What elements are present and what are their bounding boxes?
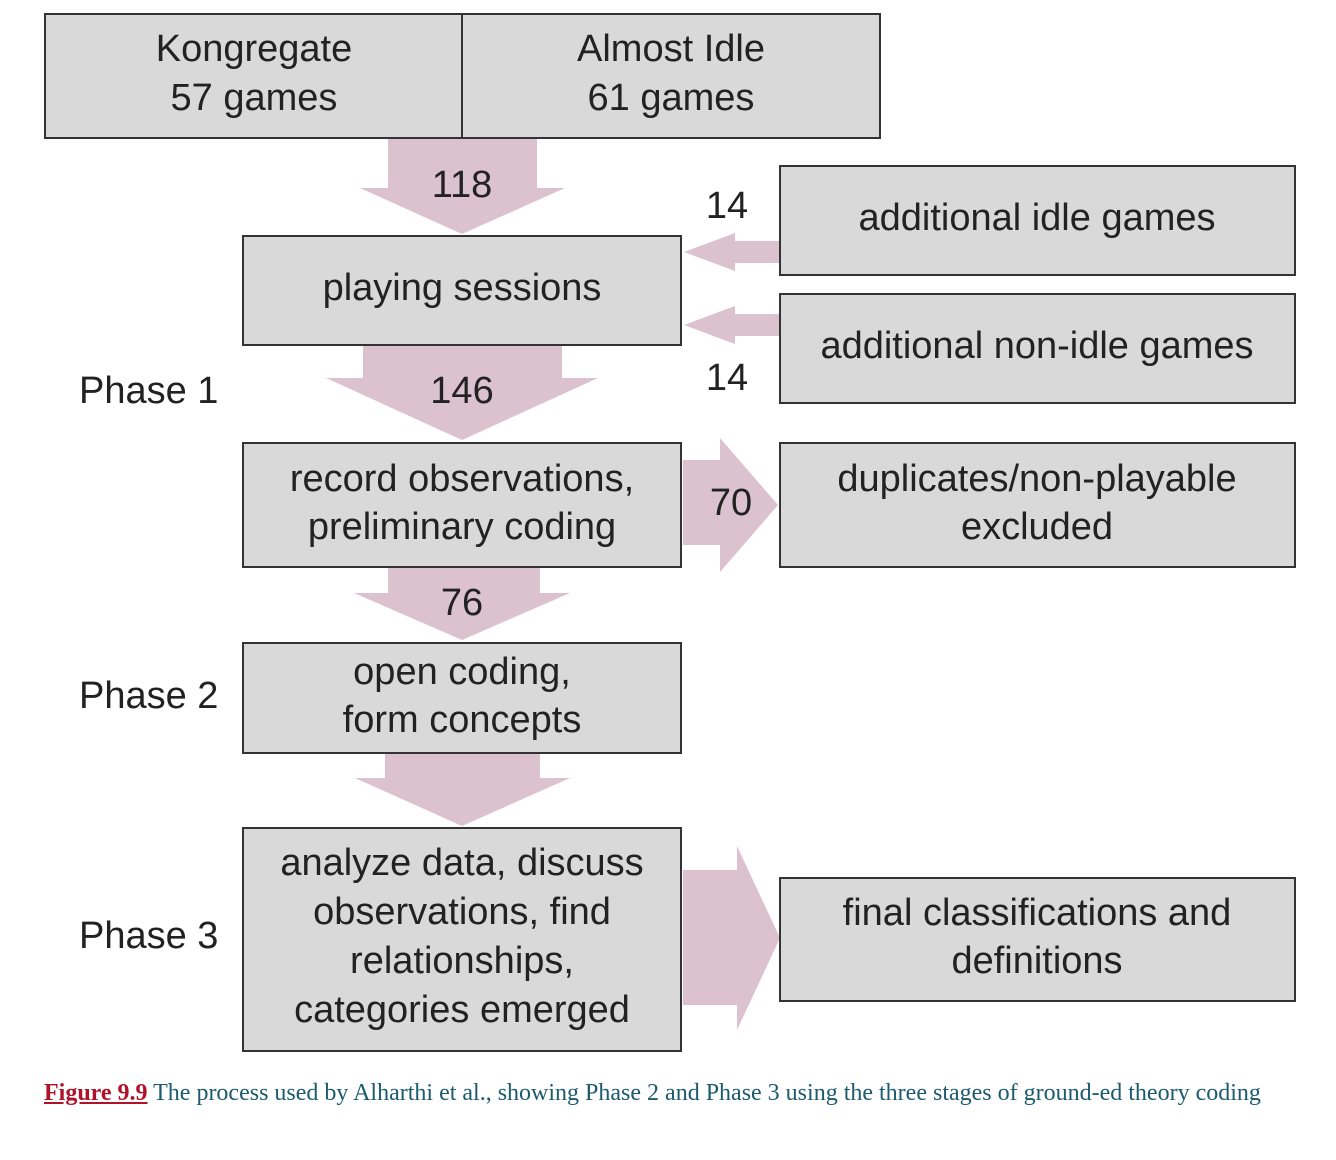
arrow xyxy=(684,233,780,271)
arrow xyxy=(355,753,570,826)
node-label: relationships, xyxy=(350,940,574,982)
flow-label: 14 xyxy=(706,185,748,227)
caption-text: The process used by Alharthi et al., sho… xyxy=(153,1080,1261,1106)
flow-label: 70 xyxy=(710,482,752,524)
figure-label[interactable]: Figure 9.9 xyxy=(44,1080,148,1106)
arrow xyxy=(360,138,565,234)
arrow xyxy=(683,438,778,572)
diagram: Kongregate 57 games Almost Idle 61 games… xyxy=(44,13,1296,1052)
arrow xyxy=(684,306,780,344)
source-count: 61 games xyxy=(588,77,755,119)
node-label: record observations, xyxy=(290,458,634,500)
arrow xyxy=(683,846,780,1030)
arrow xyxy=(326,345,598,440)
caption: Figure 9.9 The process used by Alharthi … xyxy=(44,1080,1294,1106)
box xyxy=(779,293,1296,404)
node-label: preliminary coding xyxy=(308,506,616,548)
source-count: 57 games xyxy=(171,77,338,119)
phase-label: Phase 2 xyxy=(79,675,218,717)
node-label: form concepts xyxy=(343,699,582,741)
box xyxy=(779,165,1296,276)
box xyxy=(779,877,1296,1002)
flow-label: 14 xyxy=(706,357,748,399)
node-label: duplicates/non-playable xyxy=(837,458,1236,500)
phase-label: Phase 3 xyxy=(79,915,218,957)
node-label: playing sessions xyxy=(323,267,602,309)
node-label: observations, find xyxy=(313,891,611,933)
flow-label: 146 xyxy=(430,370,493,412)
box xyxy=(242,442,682,568)
source-name: Kongregate xyxy=(156,28,353,70)
flow-label: 118 xyxy=(432,164,493,206)
arrow xyxy=(354,567,570,640)
source-name: Almost Idle xyxy=(577,28,765,70)
node-label: excluded xyxy=(961,506,1113,548)
node-label: final classifications and xyxy=(843,892,1232,934)
box xyxy=(242,642,682,754)
flow-label: 76 xyxy=(441,582,483,624)
node-label: additional non-idle games xyxy=(820,325,1253,367)
box xyxy=(242,827,682,1052)
node-label: categories emerged xyxy=(294,989,630,1031)
node-label: definitions xyxy=(951,940,1122,982)
node-label: analyze data, discuss xyxy=(280,842,643,884)
box xyxy=(779,442,1296,568)
phase-label: Phase 1 xyxy=(79,370,218,412)
node-label: open coding, xyxy=(353,651,571,693)
box xyxy=(242,235,682,346)
node-label: additional idle games xyxy=(858,197,1215,239)
